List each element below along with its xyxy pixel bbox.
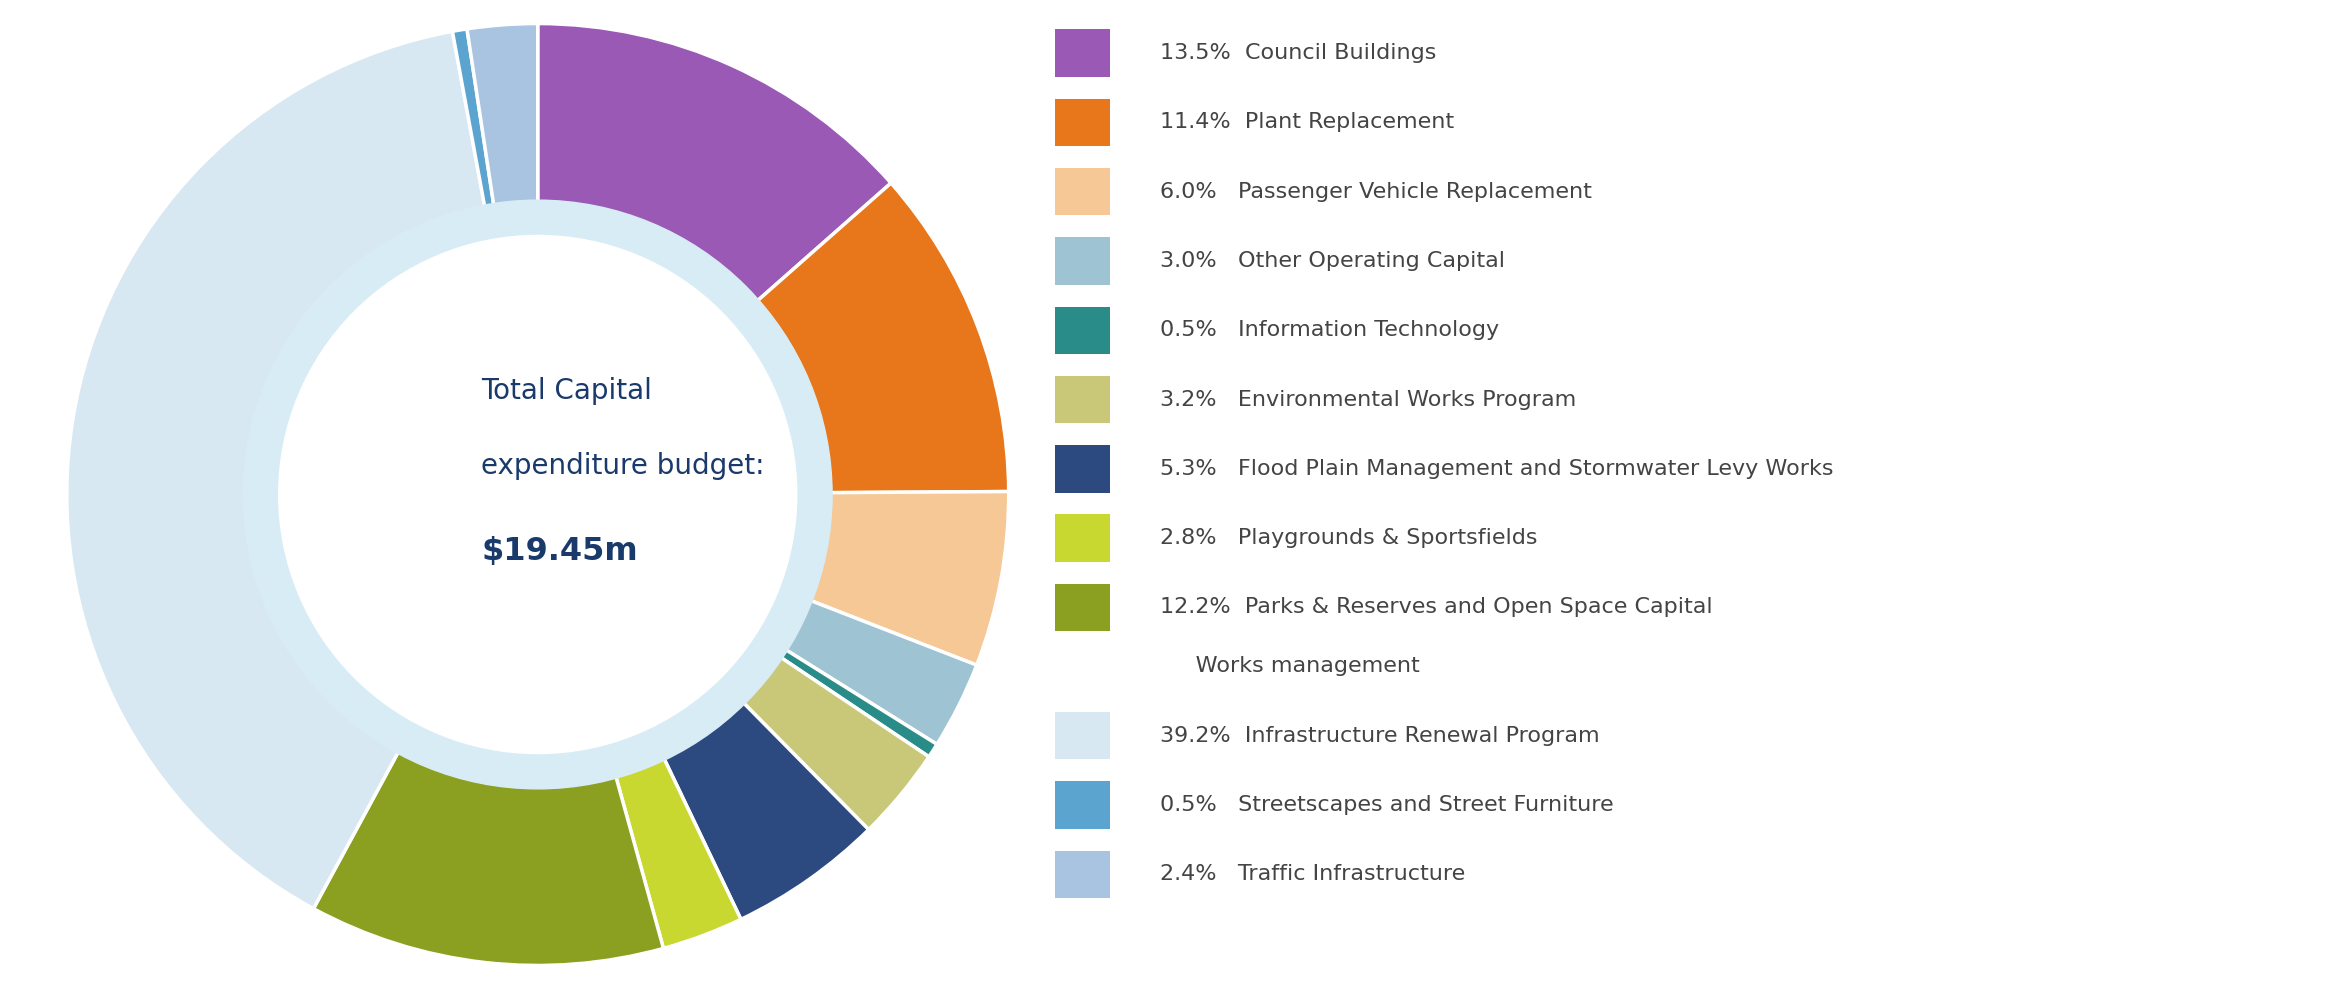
Text: Works management: Works management: [1160, 657, 1419, 676]
Wedge shape: [743, 657, 928, 830]
FancyBboxPatch shape: [1054, 307, 1111, 354]
FancyBboxPatch shape: [1054, 781, 1111, 829]
Text: 5.3%   Flood Plain Management and Stormwater Levy Works: 5.3% Flood Plain Management and Stormwat…: [1160, 459, 1833, 479]
FancyBboxPatch shape: [1054, 237, 1111, 285]
Text: 0.5%   Streetscapes and Street Furniture: 0.5% Streetscapes and Street Furniture: [1160, 795, 1613, 815]
Wedge shape: [786, 600, 977, 745]
Text: Total Capital: Total Capital: [482, 377, 652, 405]
Wedge shape: [781, 650, 938, 757]
Wedge shape: [758, 183, 1008, 493]
FancyBboxPatch shape: [1054, 376, 1111, 423]
Wedge shape: [68, 32, 484, 909]
FancyBboxPatch shape: [1054, 584, 1111, 631]
Wedge shape: [538, 24, 891, 302]
Text: 3.0%   Other Operating Capital: 3.0% Other Operating Capital: [1160, 251, 1506, 271]
Wedge shape: [809, 492, 1008, 666]
FancyBboxPatch shape: [1054, 514, 1111, 562]
FancyBboxPatch shape: [1054, 712, 1111, 760]
Text: $19.45m: $19.45m: [482, 535, 638, 567]
Text: 39.2%  Infrastructure Renewal Program: 39.2% Infrastructure Renewal Program: [1160, 726, 1599, 746]
Text: 6.0%   Passenger Vehicle Replacement: 6.0% Passenger Vehicle Replacement: [1160, 182, 1592, 202]
Wedge shape: [451, 29, 493, 208]
FancyBboxPatch shape: [1054, 30, 1111, 77]
Text: 12.2%  Parks & Reserves and Open Space Capital: 12.2% Parks & Reserves and Open Space Ca…: [1160, 597, 1711, 617]
Wedge shape: [664, 702, 870, 920]
Text: 11.4%  Plant Replacement: 11.4% Plant Replacement: [1160, 113, 1454, 133]
Text: expenditure budget:: expenditure budget:: [482, 452, 765, 481]
FancyBboxPatch shape: [1054, 99, 1111, 146]
Text: 2.4%   Traffic Infrastructure: 2.4% Traffic Infrastructure: [1160, 864, 1466, 884]
Text: 0.5%   Information Technology: 0.5% Information Technology: [1160, 320, 1499, 340]
Text: 2.8%   Playgrounds & Sportsfields: 2.8% Playgrounds & Sportsfields: [1160, 528, 1536, 548]
Wedge shape: [468, 24, 538, 206]
Wedge shape: [313, 752, 664, 965]
FancyBboxPatch shape: [1054, 445, 1111, 493]
FancyBboxPatch shape: [1054, 851, 1111, 898]
Circle shape: [243, 200, 832, 789]
Circle shape: [278, 235, 797, 754]
Wedge shape: [615, 758, 741, 948]
Text: 3.2%   Environmental Works Program: 3.2% Environmental Works Program: [1160, 390, 1576, 409]
Text: 13.5%  Council Buildings: 13.5% Council Buildings: [1160, 43, 1436, 63]
FancyBboxPatch shape: [1054, 168, 1111, 216]
